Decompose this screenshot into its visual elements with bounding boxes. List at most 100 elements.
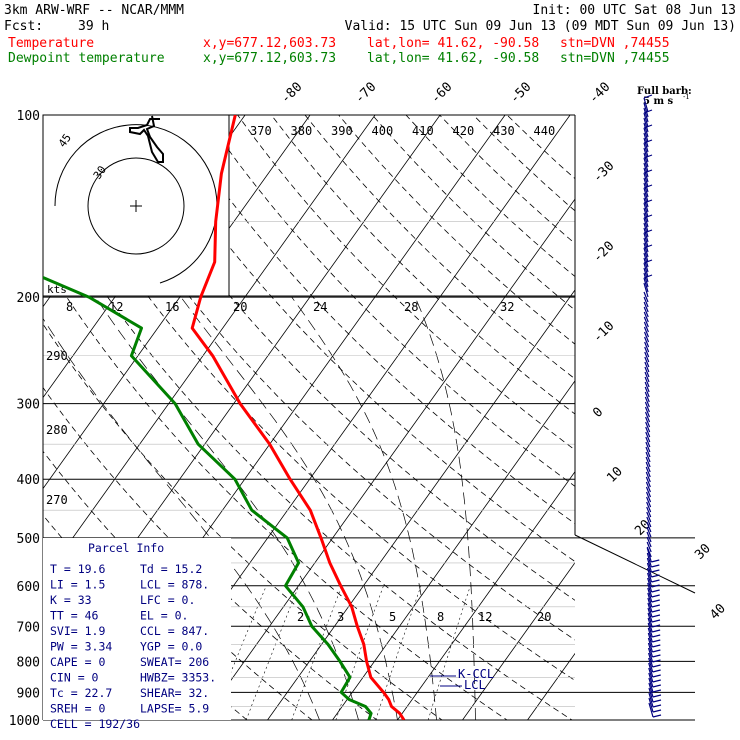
wind-barb bbox=[647, 637, 661, 653]
wind-barb-flag bbox=[652, 714, 662, 718]
wind-barb bbox=[643, 222, 649, 238]
temperature-latlon: lat,lon= 41.62, -90.58 bbox=[367, 36, 539, 51]
wind-barb bbox=[647, 582, 660, 598]
wind-barb bbox=[644, 346, 650, 358]
wind-barb-flag bbox=[651, 609, 661, 613]
isotherm-line bbox=[202, 198, 575, 720]
wind-barb-staff bbox=[646, 567, 653, 583]
theta-e-label: 440 bbox=[534, 124, 556, 138]
temperature-legend: Temperature bbox=[8, 36, 94, 51]
wind-barb bbox=[643, 147, 649, 163]
wind-barb-flag bbox=[651, 574, 660, 578]
wind-barb-flag bbox=[651, 589, 660, 593]
parcel-info-left: SREH = 0 bbox=[50, 702, 105, 716]
isotherm-line bbox=[593, 115, 740, 720]
wind-barb bbox=[643, 296, 649, 308]
wind-barb-staff bbox=[648, 702, 654, 718]
moist-adiabat bbox=[414, 296, 476, 720]
wind-barb-staff bbox=[647, 587, 653, 603]
wind-barb-staff bbox=[646, 516, 652, 528]
isotherm-label: 10 bbox=[604, 464, 626, 486]
wind-barb-flag bbox=[652, 709, 662, 713]
wind-barb-staff bbox=[643, 147, 649, 163]
wind-barb-staff bbox=[646, 501, 652, 513]
wind-barb bbox=[643, 301, 649, 313]
wind-barb bbox=[644, 376, 650, 388]
isotherm-label: 30 bbox=[692, 541, 714, 563]
wind-barb bbox=[648, 692, 662, 708]
wind-barb bbox=[645, 451, 651, 463]
temperature-station: stn=DVN ,74455 bbox=[560, 36, 670, 51]
wind-barb bbox=[647, 602, 661, 618]
wind-barb bbox=[643, 321, 649, 333]
wind-barb bbox=[648, 677, 662, 693]
wind-barb-staff bbox=[647, 627, 653, 643]
wind-barb-flag bbox=[651, 579, 660, 583]
dry-adiabat bbox=[102, 115, 575, 601]
wind-barb-flag bbox=[643, 169, 653, 174]
wind-barb-staff bbox=[643, 107, 649, 123]
wind-barb bbox=[643, 109, 653, 128]
wind-barb-staff bbox=[648, 672, 654, 688]
wind-barb bbox=[646, 552, 660, 568]
wind-barb-staff bbox=[643, 217, 649, 233]
wind-barb-staff bbox=[647, 622, 653, 638]
wind-barb-staff bbox=[647, 597, 653, 613]
wind-barb-flag bbox=[643, 184, 653, 189]
wind-barb bbox=[647, 612, 661, 628]
wind-barb-staff bbox=[643, 222, 649, 238]
pressure-label: 600 bbox=[17, 580, 40, 595]
wind-barb-flag bbox=[643, 109, 653, 114]
full-barb-label: Full barb: bbox=[637, 86, 692, 97]
wind-barb bbox=[647, 647, 661, 663]
hodograph-inner-ring bbox=[87, 157, 185, 255]
wind-barb-flag bbox=[651, 614, 661, 618]
wind-barb-staff bbox=[643, 316, 649, 328]
pressure-axis: 100 200 300 400 500 600 700 800 900 1000 bbox=[9, 109, 40, 729]
hodograph-speed-label: 28 bbox=[404, 300, 418, 314]
wind-barb-staff bbox=[647, 577, 653, 593]
wind-barb-flag bbox=[651, 619, 661, 623]
isotherm-line bbox=[267, 289, 575, 720]
wind-barb bbox=[643, 184, 653, 203]
frame-skew-edge bbox=[574, 534, 696, 594]
wind-barb bbox=[646, 506, 652, 518]
pressure-label: 800 bbox=[17, 655, 40, 670]
forecast-hour: 39 h bbox=[78, 19, 109, 34]
wind-barb bbox=[645, 436, 651, 448]
wind-barb bbox=[645, 476, 651, 488]
dry-adiabat bbox=[68, 115, 575, 641]
wind-barb bbox=[646, 521, 652, 533]
wind-barb-staff bbox=[643, 142, 649, 158]
wind-barb-flag bbox=[652, 654, 661, 658]
wind-barb bbox=[648, 672, 661, 688]
wind-barb-staff bbox=[643, 182, 649, 198]
wind-barb bbox=[646, 557, 660, 573]
wind-barb bbox=[647, 617, 661, 633]
wind-barb-staff bbox=[643, 267, 649, 283]
wind-barb bbox=[644, 371, 650, 383]
hodograph-trace bbox=[129, 115, 164, 163]
theta-e-label: 420 bbox=[453, 124, 475, 138]
dry-adiabat bbox=[43, 386, 378, 720]
wind-barb-staff bbox=[648, 657, 654, 673]
wind-barb-staff bbox=[643, 202, 649, 218]
wind-barb-staff bbox=[643, 192, 649, 208]
wind-barb-staff bbox=[646, 562, 653, 578]
theta-label: 290 bbox=[46, 349, 68, 363]
wind-barb bbox=[647, 592, 660, 608]
wind-barb-flag bbox=[643, 214, 653, 219]
theta-e-label: 370 bbox=[250, 124, 272, 138]
wind-barb-flag bbox=[643, 94, 653, 99]
wind-barb-staff bbox=[644, 381, 650, 393]
parcel-info-left: K = 33 bbox=[50, 593, 92, 607]
parcel-info-right: SWEAT= 206 bbox=[140, 655, 209, 669]
hodograph-speed-label: 8 bbox=[66, 300, 73, 314]
wind-barb-staff bbox=[644, 411, 651, 423]
wind-barb-flag bbox=[643, 124, 653, 129]
wind-barb-staff bbox=[643, 97, 649, 113]
wind-barb-staff bbox=[643, 187, 649, 203]
wind-barb-flag bbox=[643, 199, 653, 204]
wind-barb-flag bbox=[651, 564, 660, 568]
hodograph-axis-labels: 8 12 16 20 24 28 32 bbox=[43, 295, 575, 314]
